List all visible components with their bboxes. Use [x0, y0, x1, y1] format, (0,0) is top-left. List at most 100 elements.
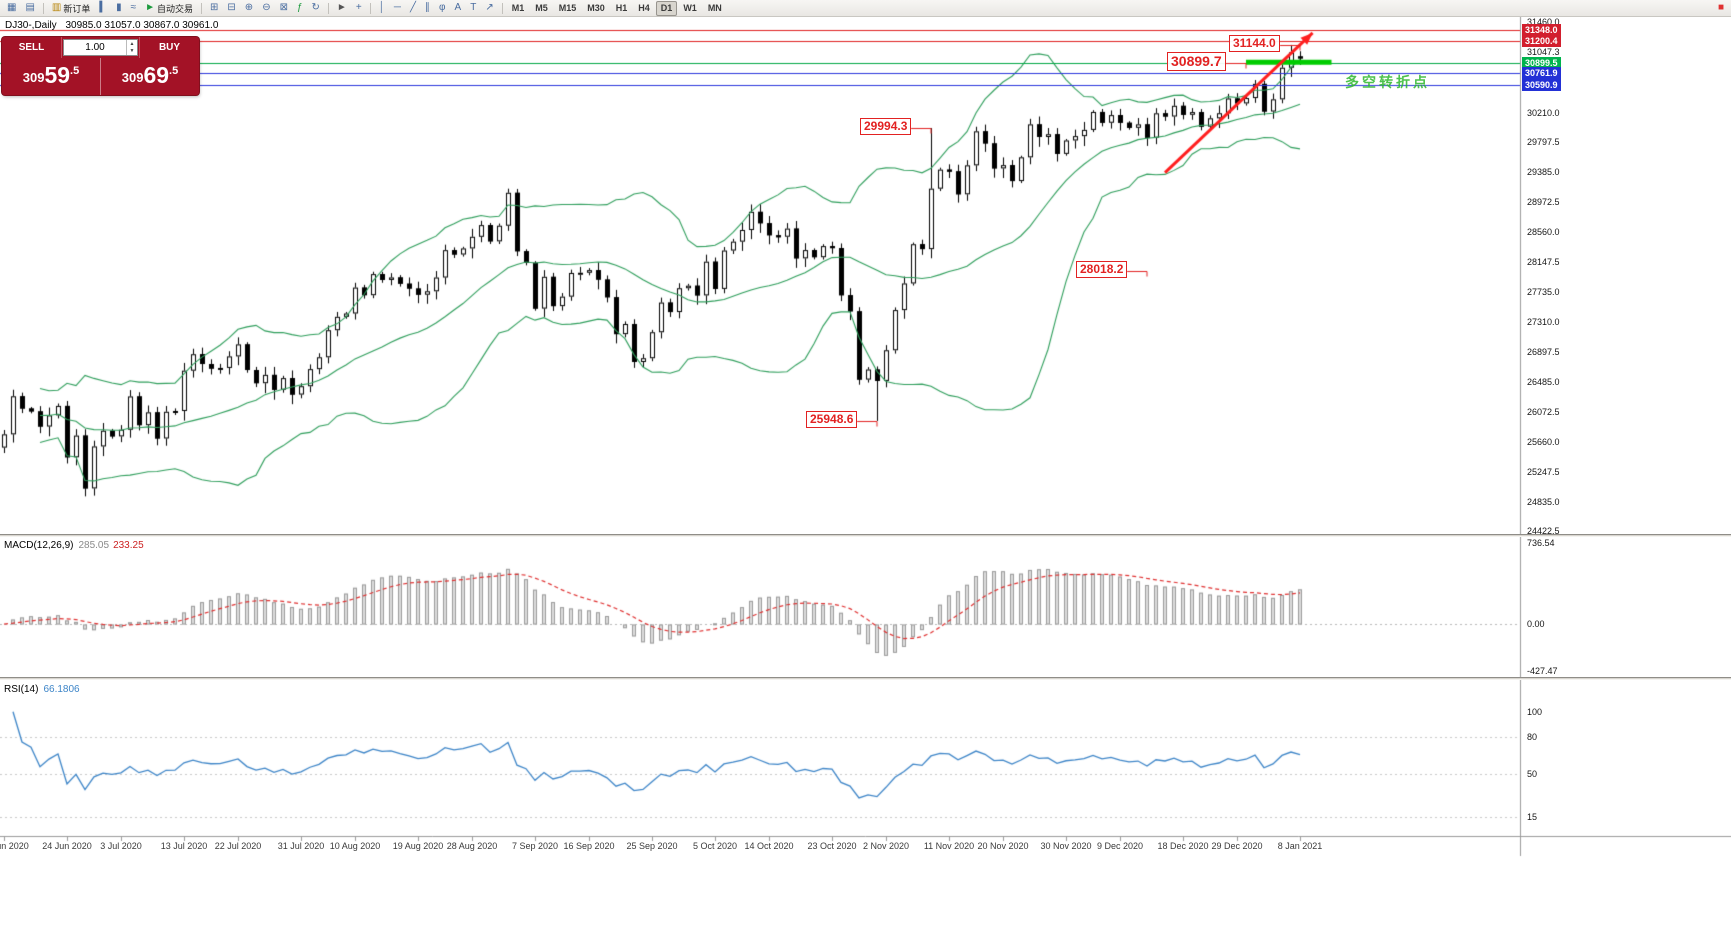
date-axis-label: 5 Oct 2020: [692, 841, 738, 851]
rsi-indicator-label: RSI(14) 66.1806: [4, 684, 80, 695]
indicators-icon: ƒ: [296, 2, 303, 13]
label-tool-button[interactable]: T: [466, 1, 480, 16]
alert-icon: ■: [1717, 2, 1724, 13]
buy-price[interactable]: 309 69.5: [101, 58, 199, 95]
alert-button[interactable]: ■: [1714, 1, 1728, 16]
timeframe-m30-button[interactable]: M30: [582, 1, 610, 16]
price-axis-badge[interactable]: 31348.0: [1522, 24, 1561, 37]
chart-bars-button[interactable]: ▍: [95, 1, 111, 16]
cursor-button[interactable]: ►: [333, 1, 351, 16]
timeframe-w1-button[interactable]: W1: [678, 1, 702, 16]
tile-windows-button[interactable]: ⊞: [206, 1, 222, 16]
lot-up-icon[interactable]: ▲: [129, 40, 135, 47]
date-axis-label: 16 Sep 2020: [563, 841, 615, 851]
date-axis-label: 13 Jul 2020: [160, 841, 208, 851]
text-tool-icon: A: [454, 2, 462, 13]
lot-down-icon[interactable]: ▼: [129, 47, 135, 54]
horizontal-line-icon: ─: [393, 2, 402, 13]
autotrading-button-label: 自动交易: [157, 3, 194, 14]
lot-size-input[interactable]: 1.00 ▲ ▼: [63, 39, 138, 56]
price-annotation[interactable]: 30899.7: [1167, 51, 1226, 72]
buy-button[interactable]: BUY: [139, 37, 199, 58]
refresh-icon: ↻: [311, 2, 320, 13]
timeframe-m1-button-label: M1: [511, 3, 525, 13]
timeframe-m1-button[interactable]: M1: [507, 1, 530, 16]
chart-candles-button[interactable]: ▮: [112, 1, 126, 16]
chart-bars-icon: ▍: [99, 2, 108, 13]
toolbar-separator: [327, 2, 329, 14]
horizontal-line-button[interactable]: ─: [390, 1, 405, 16]
sell-price-prefix: 309: [22, 70, 45, 85]
autotrading-button[interactable]: ► 自动交易: [141, 1, 197, 16]
macd-axis-label: 0.00: [1527, 619, 1545, 630]
grid-button[interactable]: ⊠: [276, 1, 292, 16]
crosshair-icon: +: [355, 2, 362, 13]
timeframe-h4-button[interactable]: H4: [633, 1, 655, 16]
price-annotation[interactable]: 31144.0: [1229, 34, 1280, 52]
rsi-panel-separator[interactable]: [0, 677, 1731, 680]
price-annotation[interactable]: 28018.2: [1076, 261, 1128, 279]
text-tool-button[interactable]: A: [451, 1, 466, 16]
rsi-axis-label: 80: [1527, 731, 1538, 742]
rsi-axis-label: 50: [1527, 768, 1538, 779]
chart-line-button[interactable]: ≈: [127, 1, 141, 16]
price-axis-badge[interactable]: 30590.9: [1522, 78, 1561, 91]
price-annotation[interactable]: 25948.6: [806, 410, 858, 428]
date-axis-label: 10 Aug 2020: [329, 841, 381, 851]
timeframe-d1-button-label: D1: [660, 3, 673, 13]
trendline-button[interactable]: ╱: [406, 1, 420, 16]
timeframe-m5-button[interactable]: M5: [530, 1, 553, 16]
lot-spinner[interactable]: ▲ ▼: [126, 40, 137, 55]
fibonacci-icon: φ: [439, 2, 446, 13]
sell-price-suffix: .5: [70, 65, 80, 77]
price-axis-badge[interactable]: 30761.9: [1522, 66, 1561, 79]
refresh-button[interactable]: ↻: [308, 1, 324, 16]
new-order-button[interactable]: ▥ 新订单: [48, 1, 94, 16]
chart-ohlc-values: 30985.0 31057.0 30867.0 30961.0: [65, 20, 219, 31]
price-axis-label: 29385.0: [1527, 167, 1560, 178]
crosshair-button[interactable]: +: [352, 1, 366, 16]
cascade-windows-button[interactable]: ⊟: [223, 1, 239, 16]
date-axis-label: 30 Nov 2020: [1040, 841, 1092, 851]
fibonacci-button[interactable]: φ: [435, 1, 449, 16]
indicators-button[interactable]: ƒ: [293, 1, 307, 16]
price-axis-label: 24422.5: [1527, 526, 1560, 537]
sell-button[interactable]: SELL: [2, 37, 62, 58]
macd-axis-label: 736.54: [1527, 537, 1555, 548]
timeframe-h1-button-label: H1: [615, 3, 628, 13]
price-axis-label: 27735.0: [1527, 286, 1560, 297]
timeframe-d1-button[interactable]: D1: [655, 0, 678, 16]
zoom-in-button[interactable]: ⊕: [241, 1, 257, 16]
new-chart-button[interactable]: ▦: [3, 1, 20, 16]
macd-axis-label: -427.47: [1527, 666, 1558, 677]
autotrading-icon: ►: [145, 2, 155, 13]
toolbar-separator: [42, 2, 44, 14]
trend-note-text[interactable]: 多空转折点: [1345, 74, 1430, 91]
price-annotation[interactable]: 29994.3: [860, 118, 912, 136]
price-axis-label: 31460.0: [1527, 17, 1560, 28]
arrow-tool-button[interactable]: ↗: [481, 1, 497, 16]
price-axis-label: 25660.0: [1527, 436, 1560, 447]
zoom-out-button[interactable]: ⊖: [258, 1, 274, 16]
date-axis-label: 20 Nov 2020: [977, 841, 1029, 851]
profiles-button[interactable]: ▤: [21, 1, 38, 16]
price-axis-label: 30210.0: [1527, 107, 1560, 118]
lot-size-value[interactable]: 1.00: [85, 42, 105, 53]
timeframe-mn-button[interactable]: MN: [703, 1, 727, 16]
toolbar-separator: [501, 2, 503, 14]
timeframe-m15-button[interactable]: M15: [554, 1, 582, 16]
price-axis-badge[interactable]: 31200.4: [1522, 34, 1561, 47]
vertical-line-button[interactable]: │: [375, 1, 389, 16]
new-order-button-label: 新订单: [63, 3, 91, 14]
channel-button[interactable]: ∥: [421, 1, 434, 16]
sell-price[interactable]: 309 59.5: [2, 58, 101, 95]
macd-panel-separator[interactable]: [0, 534, 1731, 537]
price-axis-badge[interactable]: 30899.5: [1522, 56, 1561, 69]
timeframe-h1-button[interactable]: H1: [611, 1, 633, 16]
macd-indicator-label: MACD(12,26,9) 285.05 233.25: [4, 540, 144, 551]
label-tool-icon: T: [470, 2, 477, 13]
date-axis-label: 28 Aug 2020: [446, 841, 498, 851]
